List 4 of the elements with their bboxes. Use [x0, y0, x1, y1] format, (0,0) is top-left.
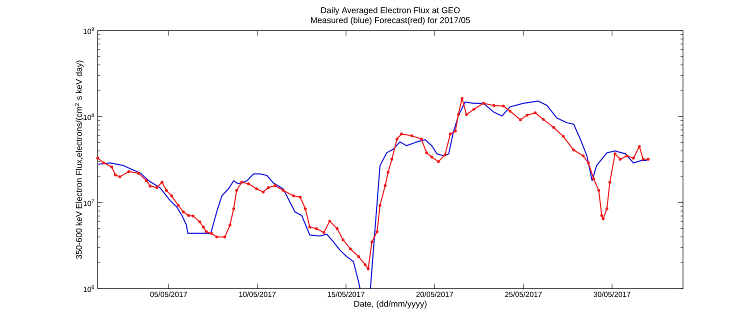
y-axis-title: 350-600 keV Electron Flux,electrons/(cm$^{2}$ s keV day): [74, 60, 84, 259]
chart-title: Daily Averaged Electron Flux at GEO: [321, 6, 460, 15]
chart-subtitle: Measured (blue) Forecast(red) for 2017/05: [311, 16, 470, 25]
x-axis-title: Date, (dd/mm/yyyy): [354, 300, 427, 308]
